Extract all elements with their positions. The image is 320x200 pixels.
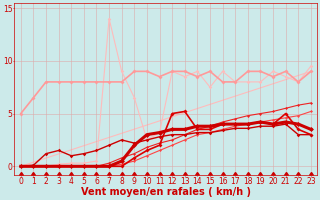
X-axis label: Vent moyen/en rafales ( km/h ): Vent moyen/en rafales ( km/h ): [81, 187, 251, 197]
